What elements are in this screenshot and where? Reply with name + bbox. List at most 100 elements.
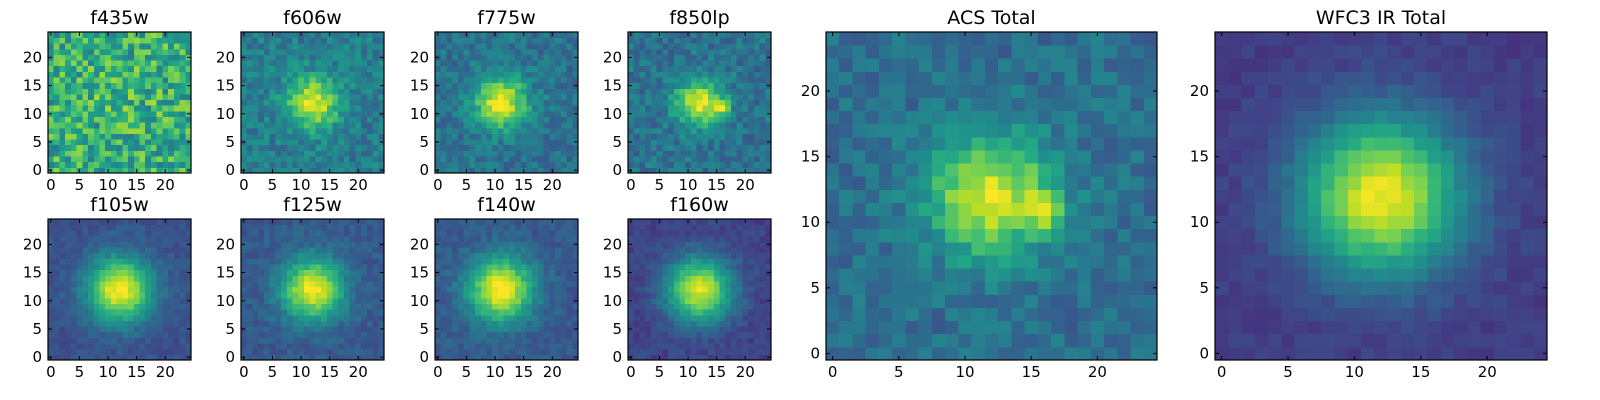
heatmap-cell bbox=[93, 32, 100, 39]
heatmap-cell bbox=[469, 247, 476, 254]
heatmap-cell bbox=[463, 281, 470, 288]
heatmap-cell bbox=[475, 219, 482, 226]
heatmap-cell bbox=[65, 281, 72, 288]
heatmap-cell bbox=[696, 60, 703, 67]
heatmap-cell bbox=[173, 337, 180, 344]
heatmap-cell bbox=[53, 156, 60, 163]
heatmap-cell bbox=[349, 331, 356, 338]
heatmap-cell bbox=[690, 167, 698, 174]
heatmap-cell bbox=[492, 99, 499, 106]
heatmap-cell bbox=[503, 275, 510, 282]
heatmap-cell bbox=[765, 94, 772, 101]
heatmap-cell bbox=[742, 82, 749, 89]
heatmap-cell bbox=[349, 303, 356, 310]
heatmap-cell bbox=[650, 144, 657, 151]
heatmap-cell bbox=[679, 116, 686, 123]
heatmap-cell bbox=[662, 343, 669, 350]
heatmap-cell bbox=[572, 48, 579, 55]
heatmap-cell bbox=[53, 281, 60, 288]
heatmap-cell bbox=[378, 314, 385, 321]
heatmap-cell bbox=[696, 99, 703, 106]
heatmap-cell bbox=[241, 105, 248, 112]
heatmap-cell bbox=[355, 314, 362, 321]
heatmap-cell bbox=[355, 77, 362, 84]
heatmap-cell bbox=[332, 264, 339, 271]
heatmap-cell bbox=[145, 348, 152, 355]
heatmap-cell bbox=[628, 343, 635, 350]
heatmap-cell bbox=[372, 303, 379, 310]
heatmap-cell bbox=[332, 348, 339, 355]
heatmap-cell bbox=[338, 286, 345, 293]
heatmap-cell bbox=[93, 60, 100, 67]
heatmap-cell bbox=[486, 247, 493, 254]
heatmap-cell bbox=[708, 94, 715, 101]
heatmap-cell bbox=[702, 82, 709, 89]
heatmap-cell bbox=[156, 161, 163, 168]
heatmap-cell bbox=[70, 71, 77, 78]
heatmap-cell bbox=[76, 286, 83, 293]
heatmap-cell bbox=[372, 309, 379, 316]
heatmap-cell bbox=[719, 275, 726, 282]
heatmap-cell bbox=[492, 320, 499, 327]
heatmap-cell bbox=[338, 281, 345, 288]
heatmap-cell bbox=[150, 219, 158, 226]
heatmap-cell bbox=[572, 94, 579, 101]
heatmap-cell bbox=[690, 122, 698, 129]
heatmap-cell bbox=[59, 275, 66, 282]
heatmap-cell bbox=[65, 337, 72, 344]
heatmap-cell bbox=[93, 286, 100, 293]
heatmap-cell bbox=[82, 320, 89, 327]
heatmap-cell bbox=[332, 241, 339, 248]
heatmap-cell bbox=[366, 326, 373, 333]
heatmap-cell bbox=[526, 235, 533, 242]
heatmap-cell bbox=[543, 65, 550, 72]
heatmap-cell bbox=[122, 337, 129, 344]
heatmap-cell bbox=[332, 105, 339, 112]
heatmap-cell bbox=[639, 127, 646, 134]
heatmap-cell bbox=[469, 139, 476, 146]
heatmap-cell bbox=[263, 309, 270, 316]
heatmap-cell bbox=[435, 116, 442, 123]
heatmap-cell bbox=[292, 303, 299, 310]
heatmap-cell bbox=[53, 241, 60, 248]
heatmap-cell bbox=[446, 127, 453, 134]
heatmap-cell bbox=[679, 122, 686, 129]
heatmap-cell bbox=[372, 122, 379, 129]
heatmap-cell bbox=[286, 139, 293, 146]
heatmap-cell bbox=[122, 331, 129, 338]
heatmap-cell bbox=[139, 348, 146, 355]
heatmap-cell bbox=[520, 326, 527, 333]
heatmap-cell bbox=[241, 99, 248, 106]
heatmap-cell bbox=[708, 331, 715, 338]
heatmap-cell bbox=[281, 281, 288, 288]
heatmap-cell bbox=[537, 127, 545, 134]
heatmap-cell bbox=[321, 60, 328, 67]
heatmap-cell bbox=[452, 331, 459, 338]
heatmap-cell bbox=[486, 65, 493, 72]
heatmap-cell bbox=[730, 309, 738, 316]
heatmap-cell bbox=[162, 77, 169, 84]
heatmap-cell bbox=[309, 219, 316, 226]
heatmap-cell bbox=[549, 230, 556, 237]
heatmap-cell bbox=[59, 110, 66, 117]
heatmap-cell bbox=[730, 150, 738, 157]
heatmap-cell bbox=[76, 105, 83, 112]
heatmap-cell bbox=[145, 105, 152, 112]
heatmap-cell bbox=[326, 348, 333, 355]
heatmap-cell bbox=[99, 133, 106, 140]
heatmap-cell bbox=[440, 219, 447, 226]
heatmap-cell bbox=[736, 275, 743, 282]
heatmap-cell bbox=[702, 105, 709, 112]
heatmap-cell bbox=[309, 82, 316, 89]
heatmap-cell bbox=[457, 60, 464, 67]
heatmap-cell bbox=[156, 348, 163, 355]
heatmap-cell bbox=[185, 43, 192, 50]
heatmap-cell bbox=[469, 32, 476, 39]
heatmap-cell bbox=[133, 133, 140, 140]
heatmap-cell bbox=[122, 43, 129, 50]
heatmap-cell bbox=[748, 60, 755, 67]
heatmap-cell bbox=[492, 37, 499, 44]
y-tick-label: 15 bbox=[603, 77, 622, 95]
heatmap-cell bbox=[372, 167, 379, 174]
heatmap-cell bbox=[725, 326, 732, 333]
